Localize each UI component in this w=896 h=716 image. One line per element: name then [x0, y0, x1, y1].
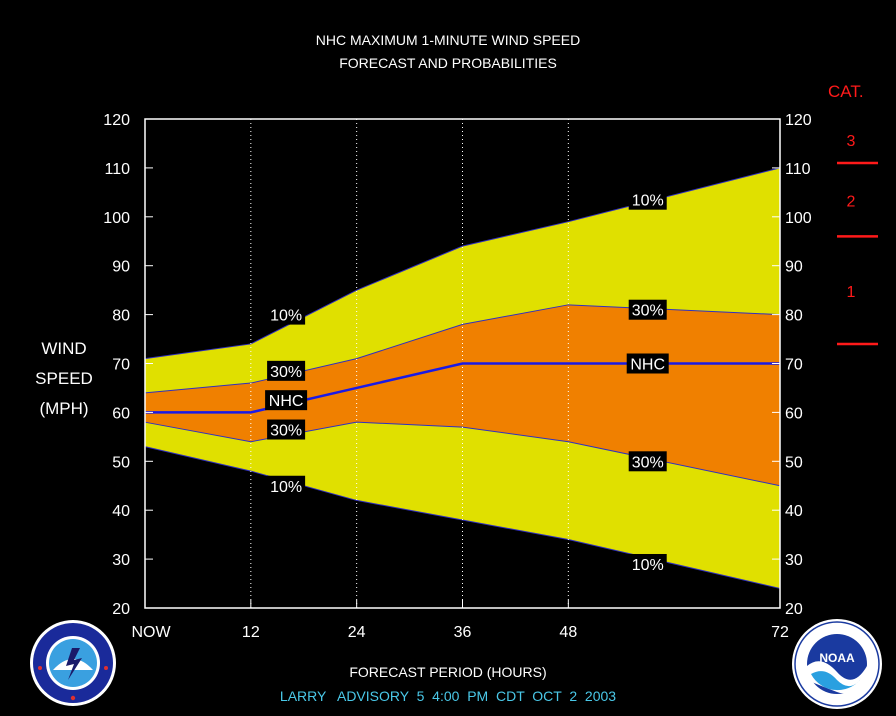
band-label-2: NHC: [269, 393, 304, 410]
y-tick-label-right-100: 100: [785, 210, 812, 227]
line-lower-30-percent: [144, 421, 781, 487]
band-label-box-8: [628, 451, 667, 472]
y-tick-label-right-110: 110: [785, 161, 811, 178]
y-tick-label-left-70: 70: [112, 357, 130, 374]
y-tick-label-right-40: 40: [785, 503, 803, 520]
band-label-6: 30%: [632, 303, 664, 320]
x-tick-label-72: 72: [771, 624, 789, 641]
x-tick-label-48: 48: [559, 624, 577, 641]
advisory-line: LARRY ADVISORY 5 4:00 PM CDT OCT 2 2003: [279, 688, 617, 704]
band-label-box-1: [267, 360, 306, 381]
y-tick-label-right-60: 60: [785, 405, 803, 422]
noaa-logo-text: NOAA: [819, 651, 855, 665]
y-tick-label-right-120: 120: [785, 112, 812, 129]
x-tick-label-36: 36: [454, 624, 472, 641]
y-tick-label-left-110: 110: [104, 161, 130, 178]
x-axis-title: FORECAST PERIOD (HOURS): [349, 664, 547, 680]
band-label-9: 10%: [632, 557, 664, 574]
line-upper-30-percent: [144, 304, 781, 394]
band-label-box-6: [628, 299, 667, 320]
chart-title-line2: FORECAST AND PROBABILITIES: [339, 55, 557, 71]
band-label-box-3: [267, 419, 306, 440]
nws-logo: [30, 620, 116, 706]
band-label-box-9: [628, 553, 667, 574]
y-tick-label-left-20: 20: [112, 601, 130, 618]
y-tick-label-right-80: 80: [785, 308, 803, 325]
nhc-forecast-line: [145, 362, 780, 414]
band-label-box-4: [267, 475, 306, 496]
noaa-logo: NOAA: [792, 619, 882, 709]
x-tick-label-0: NOW: [131, 624, 171, 641]
x-tick-label-12: 12: [242, 624, 260, 641]
y-tick-label-right-90: 90: [785, 259, 803, 276]
y-tick-label-right-50: 50: [785, 454, 803, 471]
y-tick-label-left-120: 120: [103, 112, 130, 129]
band-label-4: 10%: [270, 479, 302, 496]
category-label-3: 3: [847, 133, 856, 150]
y-tick-label-left-40: 40: [112, 503, 130, 520]
category-scale-title: CAT.: [828, 82, 864, 101]
y-axis-label-line2: SPEED: [35, 369, 93, 388]
band-label-0: 10%: [270, 308, 302, 325]
band-label-box-7: [626, 353, 669, 374]
y-axis-label-line3: (MPH): [39, 399, 89, 418]
line-upper-10-percent: [144, 167, 781, 360]
x-tick-label-24: 24: [348, 624, 366, 641]
y-tick-label-left-80: 80: [112, 308, 130, 325]
band-label-box-5: [628, 189, 667, 210]
band-label-8: 30%: [632, 454, 664, 471]
band-label-1: 30%: [270, 364, 302, 381]
y-tick-label-right-70: 70: [785, 357, 803, 374]
band-label-3: 30%: [270, 423, 302, 440]
y-axis-label-line1: WIND: [41, 339, 87, 358]
y-tick-label-left-50: 50: [112, 454, 130, 471]
y-tick-label-left-100: 100: [103, 210, 130, 227]
y-tick-label-left-60: 60: [112, 405, 130, 422]
y-tick-label-right-20: 20: [785, 601, 803, 618]
band-label-5: 10%: [632, 193, 664, 210]
band-label-box-0: [267, 304, 306, 325]
y-tick-label-left-90: 90: [112, 259, 130, 276]
chart-title-line1: NHC MAXIMUM 1-MINUTE WIND SPEED: [315, 32, 581, 48]
band-label-7: NHC: [630, 357, 665, 374]
category-label-1: 1: [847, 284, 856, 301]
band-label-box-2: [265, 390, 308, 411]
y-tick-label-left-30: 30: [112, 552, 130, 569]
y-tick-label-right-30: 30: [785, 552, 803, 569]
line-lower-10-percent: [144, 446, 781, 589]
category-label-2: 2: [847, 194, 856, 211]
